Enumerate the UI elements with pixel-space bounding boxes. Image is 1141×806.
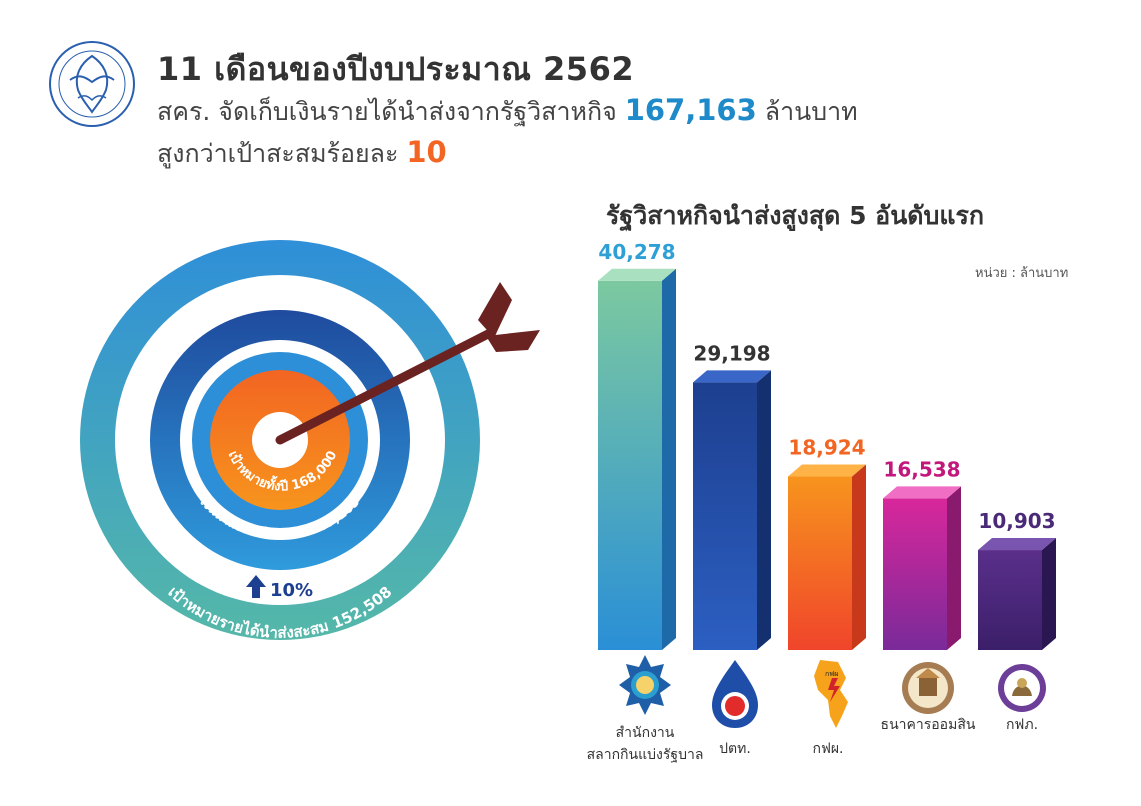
revenue-suffix: ล้านบาท — [764, 97, 858, 126]
egat-logo-icon: กฟผ — [814, 660, 848, 728]
pea-logo-icon — [998, 664, 1046, 712]
up-arrow-icon — [246, 575, 266, 598]
percent-prefix: สูงกว่าเป้าสะสมร้อยละ — [157, 139, 399, 168]
category-label-1: สำนักงานสลากกินแบ่งรัฐบาล — [575, 722, 715, 766]
revenue-value: 167,163 — [624, 93, 757, 127]
bar-side-2 — [757, 370, 771, 650]
bar-side-1 — [662, 268, 676, 650]
category-label-line: กฟภ. — [1005, 717, 1039, 733]
category-label-line: ปตท. — [719, 741, 751, 757]
bar-value-label-5: 10,903 — [978, 509, 1055, 533]
bar-value-label-3: 18,924 — [788, 436, 865, 460]
chart-title: รัฐวิสาหกิจนำส่งสูงสุด 5 อันดับแรก — [606, 201, 985, 230]
headline: 11 เดือนของปีงบประมาณ 2562 — [157, 50, 635, 88]
unit-label: หน่วย : ล้านบาท — [975, 266, 1069, 281]
category-label-2: ปตท. — [665, 738, 805, 760]
summary-line-percent: สูงกว่าเป้าสะสมร้อยละ 10 — [157, 134, 447, 174]
category-label-3: กฟผ. — [758, 738, 898, 760]
summary-line-revenue: สคร. จัดเก็บเงินรายได้นำส่งจากรัฐวิสาหกิ… — [157, 92, 858, 132]
category-label-line: กฟผ. — [812, 741, 844, 757]
percent-value: 10 — [406, 135, 447, 169]
lottery-office-logo-icon — [619, 655, 671, 715]
category-label-line: สำนักงาน — [615, 725, 675, 741]
gsb-logo-icon — [902, 662, 954, 714]
bar-top-4 — [883, 486, 961, 499]
category-label-5: กฟภ. — [952, 714, 1092, 736]
bar-4 — [883, 498, 947, 650]
bar-value-label-2: 29,198 — [693, 341, 770, 365]
bar-1 — [598, 280, 662, 650]
bar-value-label-1: 40,278 — [598, 240, 675, 264]
category-label-4: ธนาคารออมสิน — [858, 714, 998, 736]
bar-5 — [978, 550, 1042, 650]
category-label-line: สลากกินแบ่งรัฐบาล — [586, 747, 704, 763]
bar-3 — [788, 476, 852, 650]
organization-seal-logo — [49, 41, 135, 127]
bar-2 — [693, 382, 757, 650]
bar-top-3 — [788, 464, 866, 477]
bar-top-2 — [693, 370, 771, 383]
bar-top-1 — [598, 268, 676, 281]
bar-side-4 — [947, 486, 961, 650]
bar-top-5 — [978, 538, 1056, 551]
category-label-line: ธนาคารออมสิน — [880, 717, 976, 733]
growth-value: 10% — [270, 580, 313, 601]
bar-side-5 — [1042, 538, 1056, 650]
bar-value-label-4: 16,538 — [883, 457, 960, 481]
bar-side-3 — [852, 464, 866, 650]
ptt-logo-icon — [712, 660, 758, 728]
svg-text:กฟผ: กฟผ — [825, 670, 838, 678]
growth-indicator: 10% — [246, 575, 313, 601]
revenue-prefix: สคร. จัดเก็บเงินรายได้นำส่งจากรัฐวิสาหกิ… — [157, 97, 617, 126]
dart-icon — [275, 282, 540, 445]
